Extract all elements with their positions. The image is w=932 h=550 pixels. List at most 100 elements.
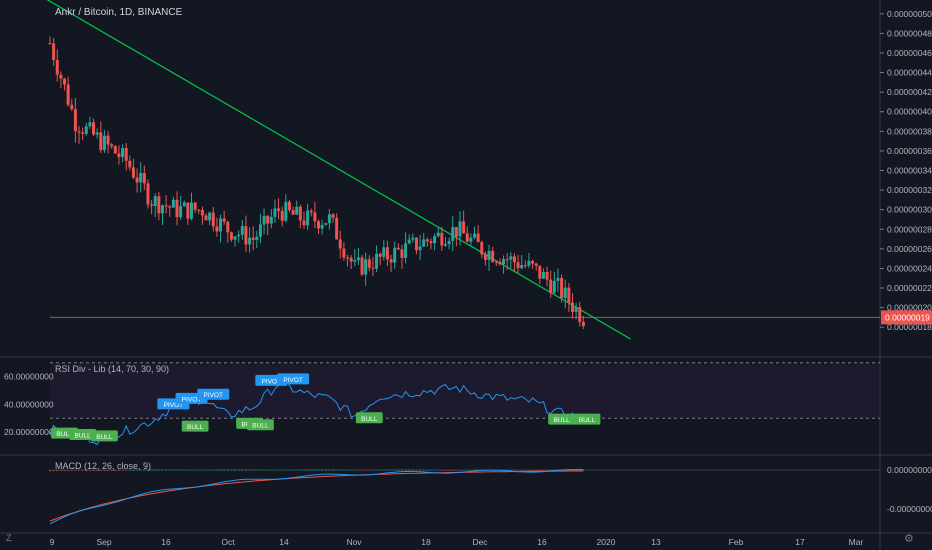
candle-body (164, 205, 168, 207)
macd-histogram-bar (165, 469, 168, 471)
macd-histogram-bar (88, 470, 91, 471)
macd-histogram-bar (136, 469, 139, 471)
macd-histogram-bar (92, 470, 95, 471)
candle-body (425, 239, 429, 242)
macd-histogram-bar (339, 469, 342, 471)
time-tick-label: 16 (161, 537, 171, 547)
candle-body (106, 135, 110, 145)
macd-histogram-bar (306, 469, 309, 471)
price-tick-label: 0.00000042 (887, 87, 932, 97)
candle-body (483, 254, 487, 260)
macd-histogram-bar (103, 470, 106, 471)
candle-body (505, 259, 509, 261)
candle-body (527, 261, 531, 266)
macd-histogram-bar (234, 469, 237, 471)
candle-body (454, 226, 458, 237)
macd-histogram-bar (161, 469, 164, 471)
rsi-tick-label: 60.00000000 (4, 372, 54, 382)
bull-label: BULL (75, 432, 92, 439)
macd-histogram-bar (125, 470, 128, 471)
candle-body (364, 259, 368, 275)
candle-body (175, 199, 179, 218)
candle-body (512, 256, 516, 263)
candle-body (407, 239, 411, 244)
candle-body (436, 232, 440, 237)
macd-histogram-bar (172, 469, 175, 471)
candle-body (549, 279, 553, 293)
macd-histogram-bar (223, 469, 226, 471)
candle-body (443, 244, 447, 246)
candle-body (146, 183, 150, 205)
price-tick-label: 0.00000026 (887, 244, 932, 254)
bull-label: BULL (361, 416, 378, 423)
macd-histogram-bar (379, 469, 382, 471)
macd-histogram-bar (208, 469, 211, 471)
candle-body (491, 250, 495, 262)
candle-body (516, 262, 520, 269)
candle-body (389, 259, 393, 263)
candle-body (574, 307, 578, 312)
bull-label-box (91, 430, 118, 442)
candle-body (531, 261, 535, 264)
candle-body (353, 260, 357, 262)
macd-histogram-bar (350, 469, 353, 471)
macd-histogram-bar (81, 470, 84, 471)
macd-label[interactable]: MACD (12, 26, close, 9) (55, 461, 152, 471)
candle-body (309, 210, 313, 213)
candle-body (113, 146, 117, 154)
macd-histogram-bar (310, 469, 313, 471)
macd-histogram-bar (226, 469, 229, 471)
candle-body (498, 262, 502, 265)
macd-histogram-bar (368, 470, 371, 471)
macd-histogram-bar (85, 470, 88, 471)
candle-body (396, 247, 400, 250)
candle-body (153, 196, 157, 207)
bull-label: BULL (579, 417, 596, 424)
candle-body (66, 84, 70, 105)
candle-body (327, 214, 331, 224)
macd-histogram-bar (215, 469, 218, 471)
price-tick-label: 0.00000018 (887, 322, 932, 332)
macd-histogram-bar (114, 470, 117, 471)
macd-histogram-bar (448, 470, 451, 471)
price-tick-label: 0.00000048 (887, 28, 932, 38)
time-tick-label: Feb (729, 537, 744, 547)
candle-body (95, 132, 99, 135)
macd-histogram-bar (426, 469, 429, 471)
candle-body (400, 249, 404, 258)
settings-icon[interactable]: ⚙ (904, 533, 914, 545)
macd-histogram-bar (433, 469, 436, 471)
time-tick-label: Dec (472, 537, 488, 547)
candle-body (298, 206, 302, 221)
candle-body (251, 237, 255, 240)
bull-label: BULL (187, 424, 204, 431)
candle-body (211, 212, 215, 227)
macd-histogram-bar (546, 470, 549, 471)
macd-histogram-bar (400, 469, 403, 471)
trendline[interactable] (21, 0, 631, 340)
candle-body (418, 246, 422, 251)
candle-body (331, 214, 335, 218)
candle-body (182, 202, 186, 207)
candle-body (102, 135, 106, 151)
bull-label-box (181, 420, 209, 432)
z-icon[interactable]: Z (6, 533, 12, 543)
pivot-label: PIVOT (262, 378, 282, 385)
macd-histogram-bar (273, 469, 276, 471)
macd-histogram-bar (143, 469, 146, 471)
macd-histogram-bar (524, 470, 527, 471)
pivot-label: PIVOT (204, 392, 224, 399)
candle-body (48, 43, 52, 45)
candle-body (487, 250, 491, 260)
candle-body (197, 209, 201, 211)
macd-histogram-bar (411, 469, 414, 471)
candle-body (422, 239, 426, 247)
candle-body (52, 43, 56, 60)
candle-body (534, 263, 538, 266)
macd-histogram-bar (375, 469, 378, 471)
candle-body (378, 253, 382, 257)
rsi-label[interactable]: RSI Div - Lib (14, 70, 30, 90) (55, 364, 170, 374)
macd-histogram-bar (571, 469, 574, 471)
macd-line (49, 469, 584, 525)
